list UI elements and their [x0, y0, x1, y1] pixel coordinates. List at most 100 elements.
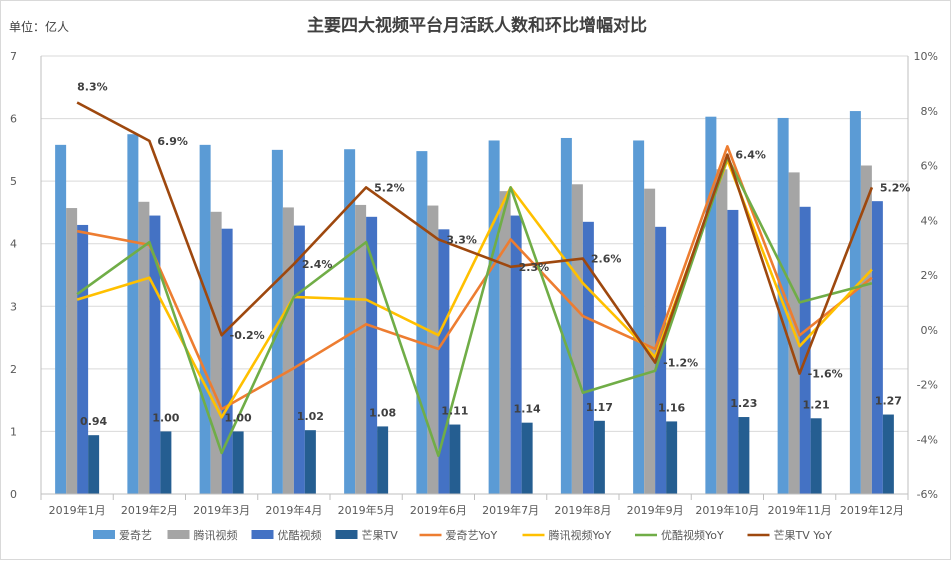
right-tick-label: 0%: [921, 324, 938, 337]
bar-优酷视频: [366, 216, 378, 494]
bar-优酷视频: [871, 201, 883, 494]
bar-优酷视频: [510, 215, 522, 495]
right-tick-label: 10%: [914, 50, 938, 63]
bar-芒果TV: [666, 421, 678, 494]
bar-优酷视频: [221, 228, 233, 494]
left-tick-label: 2: [10, 363, 17, 376]
left-tick-label: 7: [10, 50, 17, 63]
mango-yoy-data-label: 6.9%: [157, 135, 188, 148]
chart-title: 主要四大视频平台月活跃人数和环比增幅对比: [307, 15, 647, 36]
mango-yoy-data-label: 2.3%: [519, 261, 550, 274]
bar-芒果TV: [232, 431, 244, 494]
x-axis: 2019年1月 2019年2月 2019年3月 2019年4月 2019年5月 2019年…: [40, 493, 909, 517]
right-tick-label: 4%: [921, 214, 938, 227]
right-y-axis: -6% -4% -2% 0% 2% 4% 6% 8% 10%: [907, 50, 938, 501]
mango-bar-data-label: 1.14: [514, 403, 541, 416]
bar-爱奇艺: [633, 140, 645, 494]
mango-yoy-data-label: -1.2%: [663, 357, 698, 370]
mango-yoy-data-label: 3.3%: [446, 233, 477, 246]
right-tick-label: -4%: [917, 433, 938, 446]
bar-腾讯视频: [210, 211, 222, 494]
legend-swatch: [251, 530, 274, 539]
mango-yoy-data-label: 2.6%: [591, 253, 622, 266]
mango-bar-data-label: 1.27: [875, 395, 902, 408]
legend-swatch: [335, 530, 358, 539]
bar-爱奇艺: [416, 151, 428, 494]
bar-腾讯视频: [282, 207, 294, 494]
bar-芒果TV: [88, 435, 100, 494]
legend-swatch: [167, 530, 190, 539]
left-tick-label: 1: [10, 425, 17, 438]
legend-label: 优酷视频: [278, 528, 322, 542]
x-tick-label: 2019年10月: [695, 503, 759, 517]
x-tick-label: 2019年7月: [482, 503, 539, 517]
mango-bar-data-label: 1.08: [369, 406, 396, 419]
bar-芒果TV: [738, 417, 750, 494]
left-tick-label: 4: [10, 238, 17, 251]
x-tick-label: 2019年12月: [840, 503, 904, 517]
bar-芒果TV: [304, 430, 316, 494]
left-tick-label: 0: [10, 488, 17, 501]
data-label-group: 0.94 1.00 1.00 1.02 1.08 1.11 1.14 1.17 1.16 1.23…: [77, 81, 910, 429]
bar-爱奇艺: [849, 111, 861, 494]
bar-优酷视频: [149, 215, 161, 495]
bar-芒果TV: [593, 420, 605, 494]
x-tick-label: 2019年4月: [265, 503, 322, 517]
bar-series-group: [55, 111, 894, 495]
bar-腾讯视频: [427, 205, 439, 494]
x-tick-label: 2019年3月: [193, 503, 250, 517]
bar-腾讯视频: [644, 188, 656, 494]
line-优酷视频YoY: [76, 155, 873, 457]
right-tick-label: 6%: [921, 160, 938, 173]
legend-label: 爱奇艺YoY: [446, 529, 498, 542]
legend-label: 爱奇艺: [119, 529, 152, 542]
legend-label: 芒果TV: [362, 529, 399, 542]
bar-腾讯视频: [138, 201, 150, 494]
mango-yoy-data-label: -0.2%: [230, 329, 265, 342]
bar-腾讯视频: [716, 169, 728, 495]
left-y-axis: 0 1 2 3 4 5 6 7: [10, 50, 42, 501]
bar-优酷视频: [293, 225, 305, 494]
mango-yoy-data-label: 6.4%: [735, 149, 766, 162]
bar-腾讯视频: [355, 204, 367, 495]
mango-yoy-data-label: 2.4%: [302, 258, 333, 271]
right-tick-label: -2%: [917, 379, 938, 392]
bar-芒果TV: [449, 424, 461, 494]
line-芒果TV YoY: [76, 101, 874, 375]
bar-腾讯视频: [66, 208, 78, 494]
mango-bar-data-label: 1.11: [441, 405, 468, 418]
mango-bar-data-label: 1.00: [225, 411, 252, 424]
mango-yoy-data-label: -1.6%: [808, 368, 843, 381]
x-tick-label: 2019年1月: [49, 503, 106, 517]
legend-label: 腾讯视频YoY: [549, 528, 612, 542]
bar-芒果TV: [810, 418, 822, 494]
bar-腾讯视频: [499, 191, 511, 494]
line-爱奇艺YoY: [76, 145, 873, 411]
mango-yoy-data-label: 8.3%: [77, 81, 108, 94]
legend-swatch: [93, 530, 115, 539]
bar-优酷视频: [655, 226, 667, 494]
x-tick-label: 2019年9月: [627, 503, 684, 517]
legend: 爱奇艺 腾讯视频 优酷视频 芒果TV 爱奇艺YoY 腾讯视频YoY 优酷视频YoY 芒果TV …: [93, 528, 832, 542]
left-tick-label: 3: [10, 300, 17, 313]
bar-优酷视频: [77, 224, 89, 494]
mango-yoy-data-label: 5.2%: [880, 181, 911, 194]
unit-label: 单位：亿人: [9, 19, 69, 34]
mango-bar-data-label: 1.16: [658, 401, 685, 414]
line-series-group: [76, 101, 874, 457]
gridlines: [41, 55, 908, 432]
bar-爱奇艺: [344, 149, 356, 494]
bar-爱奇艺: [488, 140, 500, 494]
bar-爱奇艺: [705, 116, 717, 495]
bar-优酷视频: [799, 206, 811, 494]
bar-爱奇艺: [560, 137, 572, 494]
bar-芒果TV: [377, 426, 389, 494]
bar-爱奇艺: [55, 144, 67, 494]
bar-芒果TV: [160, 431, 172, 494]
legend-label: 优酷视频YoY: [661, 528, 724, 542]
right-tick-label: 8%: [921, 105, 938, 118]
x-tick-label: 2019年8月: [554, 503, 611, 517]
mango-bar-data-label: 1.00: [152, 411, 179, 424]
